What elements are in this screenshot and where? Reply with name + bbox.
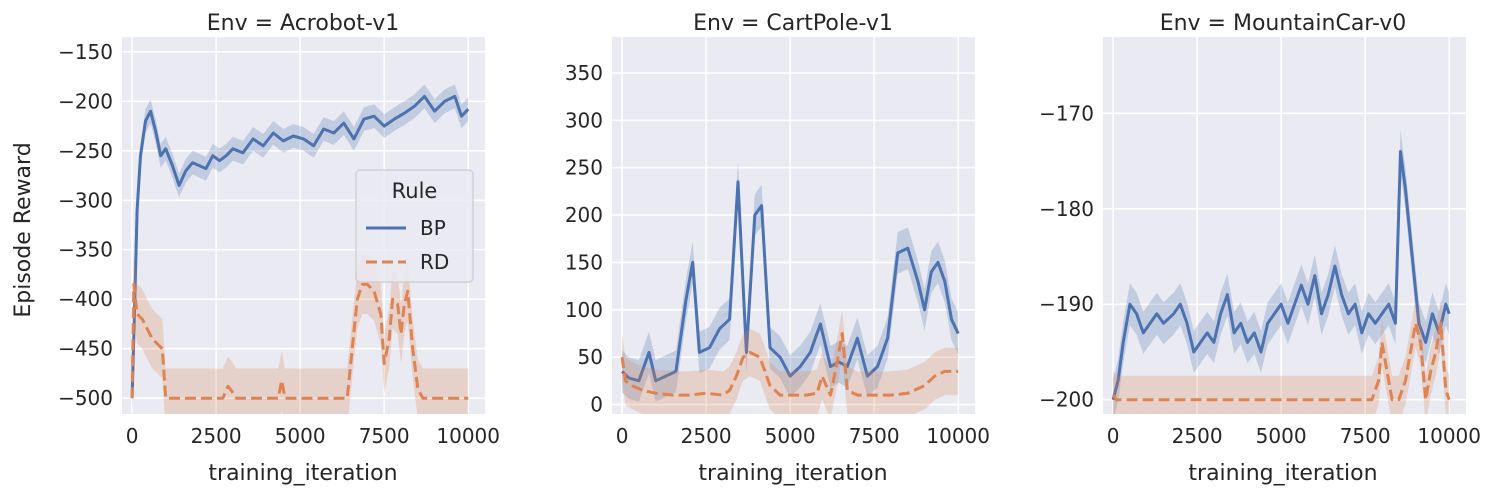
y-axis-label: Episode Reward [11,142,36,317]
y-tick-label: −180 [1039,197,1094,221]
x-tick-label: 7500 [1340,424,1391,448]
legend: Rule BP RD [355,169,474,283]
y-tick-label: −400 [58,287,113,311]
plot-area [1103,37,1466,414]
y-tick-label: 0 [590,393,603,417]
y-tick-label: −150 [58,40,113,64]
series-rd-band [132,254,469,414]
x-tick-label: 5000 [1256,424,1307,448]
y-tick-label: 150 [565,250,603,274]
series-rd-line [130,282,469,400]
x-tick-label: 0 [616,424,629,448]
x-tick-label: 2500 [681,424,732,448]
x-tick-label: 2500 [191,424,242,448]
legend-title: Rule [392,179,438,203]
x-tick-label: 7500 [359,424,410,448]
y-tick-label: −450 [58,337,113,361]
series-rd-band [622,309,959,414]
x-tick-label: 10000 [1417,424,1481,448]
y-tick-label: −190 [1039,292,1094,316]
x-tick-label: 0 [126,424,139,448]
series-group [620,161,960,414]
series-rd-line [620,332,959,397]
y-tick-label: 300 [565,108,603,132]
y-tick-label: 250 [565,156,603,180]
x-tick-label: 5000 [765,424,816,448]
series-bp-band [1113,130,1450,414]
legend-frame [355,169,474,283]
panel-title: Env = MountainCar-v0 [1160,11,1407,36]
series-group [130,84,470,414]
y-tick-label: 50 [578,345,603,369]
y-tick-label: −500 [58,386,113,410]
legend-label-bp: BP [420,216,446,240]
y-tick-label: −300 [58,188,113,212]
y-tick-label: −200 [58,89,113,113]
series-rd-line [1111,321,1451,402]
x-tick-label: 7500 [849,424,900,448]
panel-mountaincar: Env = MountainCar-v0 training_iteration … [1039,11,1481,486]
x-axis-label: training_iteration [208,461,397,486]
x-tick-label: 5000 [275,424,326,448]
x-tick-label: 0 [1107,424,1120,448]
x-tick-label: 2500 [1172,424,1223,448]
series-bp-line [130,94,470,399]
panel-cartpole: Env = CartPole-v1 training_iteration 0 25… [565,11,990,486]
x-axis-label: training_iteration [698,461,887,486]
panel-title: Env = Acrobot-v1 [207,11,399,36]
y-tick-label: −250 [58,139,113,163]
y-tick-label: −200 [1039,388,1094,412]
series-group [1111,130,1451,414]
panel-title: Env = CartPole-v1 [693,11,893,36]
y-tick-label: 100 [565,298,603,322]
series-rd-band [1113,299,1450,414]
panel-acrobot: Env = Acrobot-v1 Episode Reward training… [11,11,500,486]
plot-area [612,37,975,414]
y-tick-label: 350 [565,61,603,85]
legend-label-rd: RD [420,250,449,274]
x-tick-label: 10000 [436,424,500,448]
y-tick-label: −350 [58,238,113,262]
series-bp-line [621,180,960,383]
series-bp-band [132,84,469,410]
series-bp-line [1111,150,1451,401]
y-tick-label: −170 [1039,101,1094,125]
y-tick-label: 200 [565,203,603,227]
x-tick-label: 10000 [926,424,990,448]
series-bp-band [622,161,959,402]
x-axis-label: training_iteration [1188,461,1377,486]
